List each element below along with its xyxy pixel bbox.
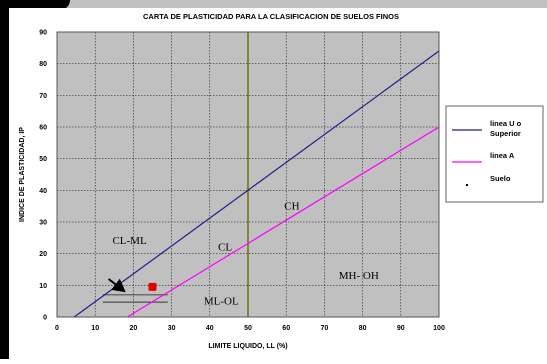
region-label: ML-OL [204, 295, 239, 307]
y-tick-label: 20 [39, 251, 47, 258]
legend-label-a-line: linea A [490, 151, 515, 160]
x-tick-label: 60 [282, 325, 290, 332]
top-tab [0, 0, 70, 10]
annotation-arrow-head [111, 278, 126, 293]
y-axis-label: INDICE DE PLASTICIDAD, IP [19, 127, 26, 222]
y-tick-label: 90 [39, 30, 47, 37]
x-tick-label: 80 [359, 325, 367, 332]
x-tick-label: 0 [55, 325, 59, 332]
chart-panel: CARTA DE PLASTICIDAD PARA LA CLASIFICACI… [9, 8, 547, 359]
y-tick-label: 80 [39, 61, 47, 68]
x-tick-label: 30 [168, 325, 176, 332]
x-tick-label: 40 [206, 325, 214, 332]
series-line-2 [126, 126, 439, 317]
region-label: CL [218, 242, 232, 254]
legend-label-suelo: Suelo [490, 174, 511, 183]
annotation-arrow-shaft [107, 278, 117, 286]
y-tick-label: 10 [39, 283, 47, 290]
x-tick-label: 10 [91, 325, 99, 332]
region-label: CH [284, 200, 299, 212]
x-tick-label: 100 [433, 325, 445, 332]
y-tick-label: 0 [43, 315, 47, 322]
legend-swatch-suelo [466, 184, 468, 186]
x-axis-label: LIMITE LIQUIDO, LL (%) [208, 343, 287, 350]
y-tick-label: 30 [39, 220, 47, 227]
x-tick-label: 70 [321, 325, 329, 332]
x-tick-label: 90 [397, 325, 405, 332]
left-border [0, 0, 9, 359]
region-label: CL-ML [112, 235, 147, 247]
x-tick-label: 50 [244, 325, 252, 332]
plasticity-chart: CARTA DE PLASTICIDAD PARA LA CLASIFICACI… [9, 8, 547, 359]
legend-label-u-line: linea U o Superior [490, 119, 522, 138]
y-tick-label: 40 [39, 188, 47, 195]
y-tick-label: 60 [39, 125, 47, 132]
plot-border [56, 31, 440, 318]
region-label: MH- OH [339, 270, 379, 282]
series-line-1 [73, 50, 439, 317]
x-tick-label: 20 [130, 325, 138, 332]
suelo-point [148, 282, 157, 291]
y-tick-label: 70 [39, 93, 47, 100]
legend-box [445, 105, 544, 203]
chart-title: CARTA DE PLASTICIDAD PARA LA CLASIFICACI… [143, 12, 399, 21]
y-tick-label: 50 [39, 156, 47, 163]
